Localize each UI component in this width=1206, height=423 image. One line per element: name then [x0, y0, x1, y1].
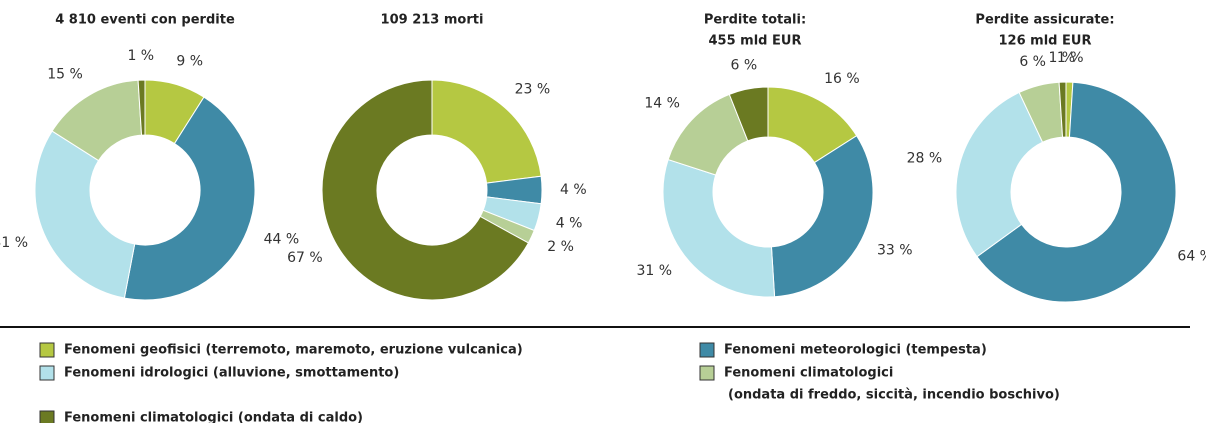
value-label: 2 %	[547, 239, 574, 255]
chart-title: Perdite totali:	[704, 13, 806, 28]
donut-slice	[770, 135, 874, 298]
chart-title: 126 mld EUR	[999, 34, 1092, 49]
value-label: 4 %	[556, 215, 583, 231]
value-label: 31 %	[636, 263, 672, 279]
value-label: 4 %	[560, 182, 587, 198]
donut-slice	[662, 158, 776, 298]
chart-title: 455 mld EUR	[709, 34, 802, 49]
value-label: 31 %	[0, 235, 28, 251]
donut-slice	[321, 79, 530, 301]
value-label: 14 %	[644, 96, 680, 112]
legend-swatch	[39, 342, 55, 358]
value-label: 9 %	[176, 53, 203, 69]
value-label: 67 %	[287, 250, 323, 266]
value-label: 15 %	[47, 67, 83, 83]
donut-slice	[34, 130, 136, 299]
legend-label: (ondata di freddo, siccità, incendio bos…	[728, 388, 1060, 403]
value-label: 1 %	[1048, 50, 1075, 66]
legend-swatch	[699, 342, 715, 358]
value-label: 33 %	[877, 243, 913, 259]
legend-swatch	[39, 410, 55, 423]
value-label: 64 %	[1177, 249, 1206, 265]
chart-title: Perdite assicurate:	[975, 13, 1114, 28]
donut-slice	[1058, 81, 1067, 138]
chart-title: 4 810 eventi con perdite	[55, 13, 235, 28]
donut-slice	[976, 81, 1177, 303]
donut-slice	[431, 79, 542, 184]
donut-slice	[123, 96, 256, 301]
value-label: 1 %	[1057, 50, 1084, 66]
legend-label: Fenomeni climatologici	[724, 366, 893, 381]
donut-slice	[728, 86, 769, 142]
chart-title: 109 213 morti	[381, 13, 484, 28]
value-label: 28 %	[907, 151, 943, 167]
value-label: 6 %	[1019, 54, 1046, 70]
legend-swatch	[699, 365, 715, 381]
donut-slice	[955, 91, 1044, 258]
value-label: 6 %	[730, 57, 757, 73]
legend-swatch	[39, 365, 55, 381]
legend-label: Fenomeni idrologici (alluvione, smottame…	[64, 366, 399, 381]
legend-label: Fenomeni climatologici (ondata di caldo)	[64, 411, 363, 423]
legend-label: Fenomeni geofisici (terremoto, maremoto,…	[64, 343, 523, 358]
value-label: 16 %	[824, 71, 860, 87]
legend-label: Fenomeni meteorologici (tempesta)	[724, 343, 987, 358]
donut-slice	[137, 79, 146, 136]
value-label: 1 %	[127, 48, 154, 64]
value-label: 44 %	[264, 231, 300, 247]
value-label: 23 %	[515, 81, 551, 97]
